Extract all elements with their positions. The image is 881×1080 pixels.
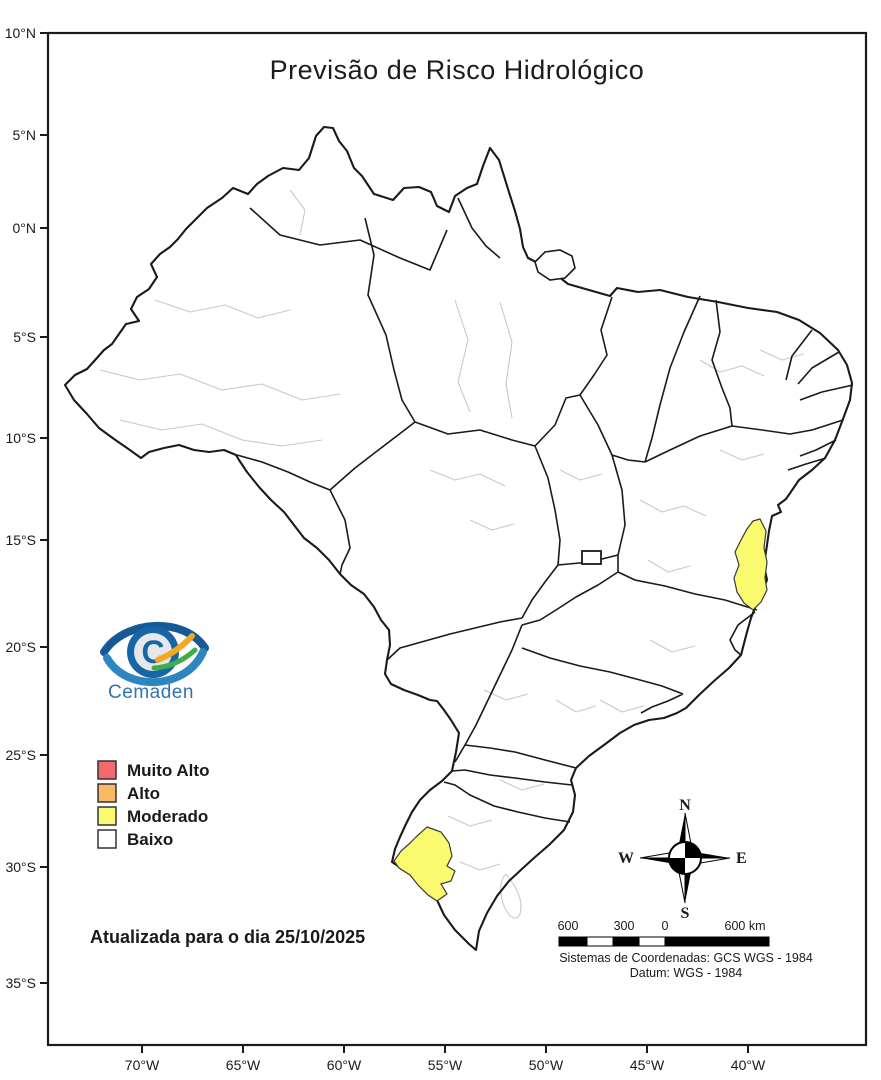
map-frame (46, 31, 868, 1047)
distrito-federal-box (581, 550, 602, 565)
lat-tick-label: 10°N (5, 25, 36, 41)
scale-bar: 600 300 0 600 km (558, 919, 770, 947)
lat-tick-label: 0°N (13, 220, 37, 236)
updated-date-note: Atualizada para o dia 25/10/2025 (90, 927, 366, 947)
compass-e-label: E (736, 850, 747, 867)
page-title: Previsão de Risco Hidrológico (269, 55, 645, 85)
legend-label: Alto (127, 783, 161, 803)
lon-tick-label: 70°W (125, 1057, 160, 1073)
moderate-risk-area-bahia-coast (733, 518, 768, 611)
legend-label: Moderado (127, 806, 209, 826)
coordinate-system-note: Sistemas de Coordenadas: GCS WGS - 1984 (559, 951, 813, 965)
compass-s-label: S (681, 905, 690, 922)
lat-tick-label: 10°S (5, 430, 36, 446)
legend-label: Muito Alto (127, 760, 210, 780)
lon-tick-label: 45°W (630, 1057, 665, 1073)
compass-rose-icon: N S W E (618, 797, 747, 922)
lon-tick-label: 65°W (226, 1057, 261, 1073)
state-borders (236, 197, 854, 823)
lat-tick-label: 15°S (5, 532, 36, 548)
legend-swatch-muito-alto (97, 760, 117, 780)
logo-wordmark: Cemaden (108, 682, 194, 703)
legend-label: Baixo (127, 829, 174, 849)
legend-swatch-baixo (97, 829, 117, 849)
compass-n-label: N (679, 797, 691, 814)
lat-tick-label: 30°S (5, 859, 36, 875)
lat-tick-label: 5°S (13, 329, 36, 345)
logo-letter: C (141, 634, 164, 670)
lat-tick-label: 35°S (5, 975, 36, 991)
risk-legend: Muito Alto Alto Moderado Baixo (97, 760, 209, 852)
lon-tick-label: 60°W (327, 1057, 362, 1073)
lat-tick-label: 25°S (5, 747, 36, 763)
legend-swatch-moderado (97, 806, 117, 826)
scale-label: 600 km (725, 919, 766, 933)
datum-note: Datum: WGS - 1984 (630, 966, 743, 980)
lon-tick-label: 40°W (731, 1057, 766, 1073)
longitude-axis (141, 1045, 749, 1053)
legend-swatch-alto (97, 783, 117, 803)
latitude-axis (40, 32, 48, 984)
compass-w-label: W (618, 850, 634, 867)
moderate-risk-area-west-rs (393, 826, 456, 902)
cemaden-logo: C Cemaden (100, 622, 209, 703)
lon-tick-label: 55°W (428, 1057, 463, 1073)
lon-tick-label: 50°W (529, 1057, 564, 1073)
legend-item-baixo: Baixo (97, 829, 209, 849)
lat-tick-label: 20°S (5, 639, 36, 655)
scale-label: 300 (614, 919, 635, 933)
legend-item-moderado: Moderado (97, 806, 209, 826)
legend-item-muito-alto: Muito Alto (97, 760, 209, 780)
scale-label: 0 (662, 919, 669, 933)
legend-item-alto: Alto (97, 783, 209, 803)
marajo-island (534, 249, 576, 281)
lat-tick-label: 5°N (13, 127, 37, 143)
scale-label: 600 (558, 919, 579, 933)
region-borders (99, 189, 805, 919)
